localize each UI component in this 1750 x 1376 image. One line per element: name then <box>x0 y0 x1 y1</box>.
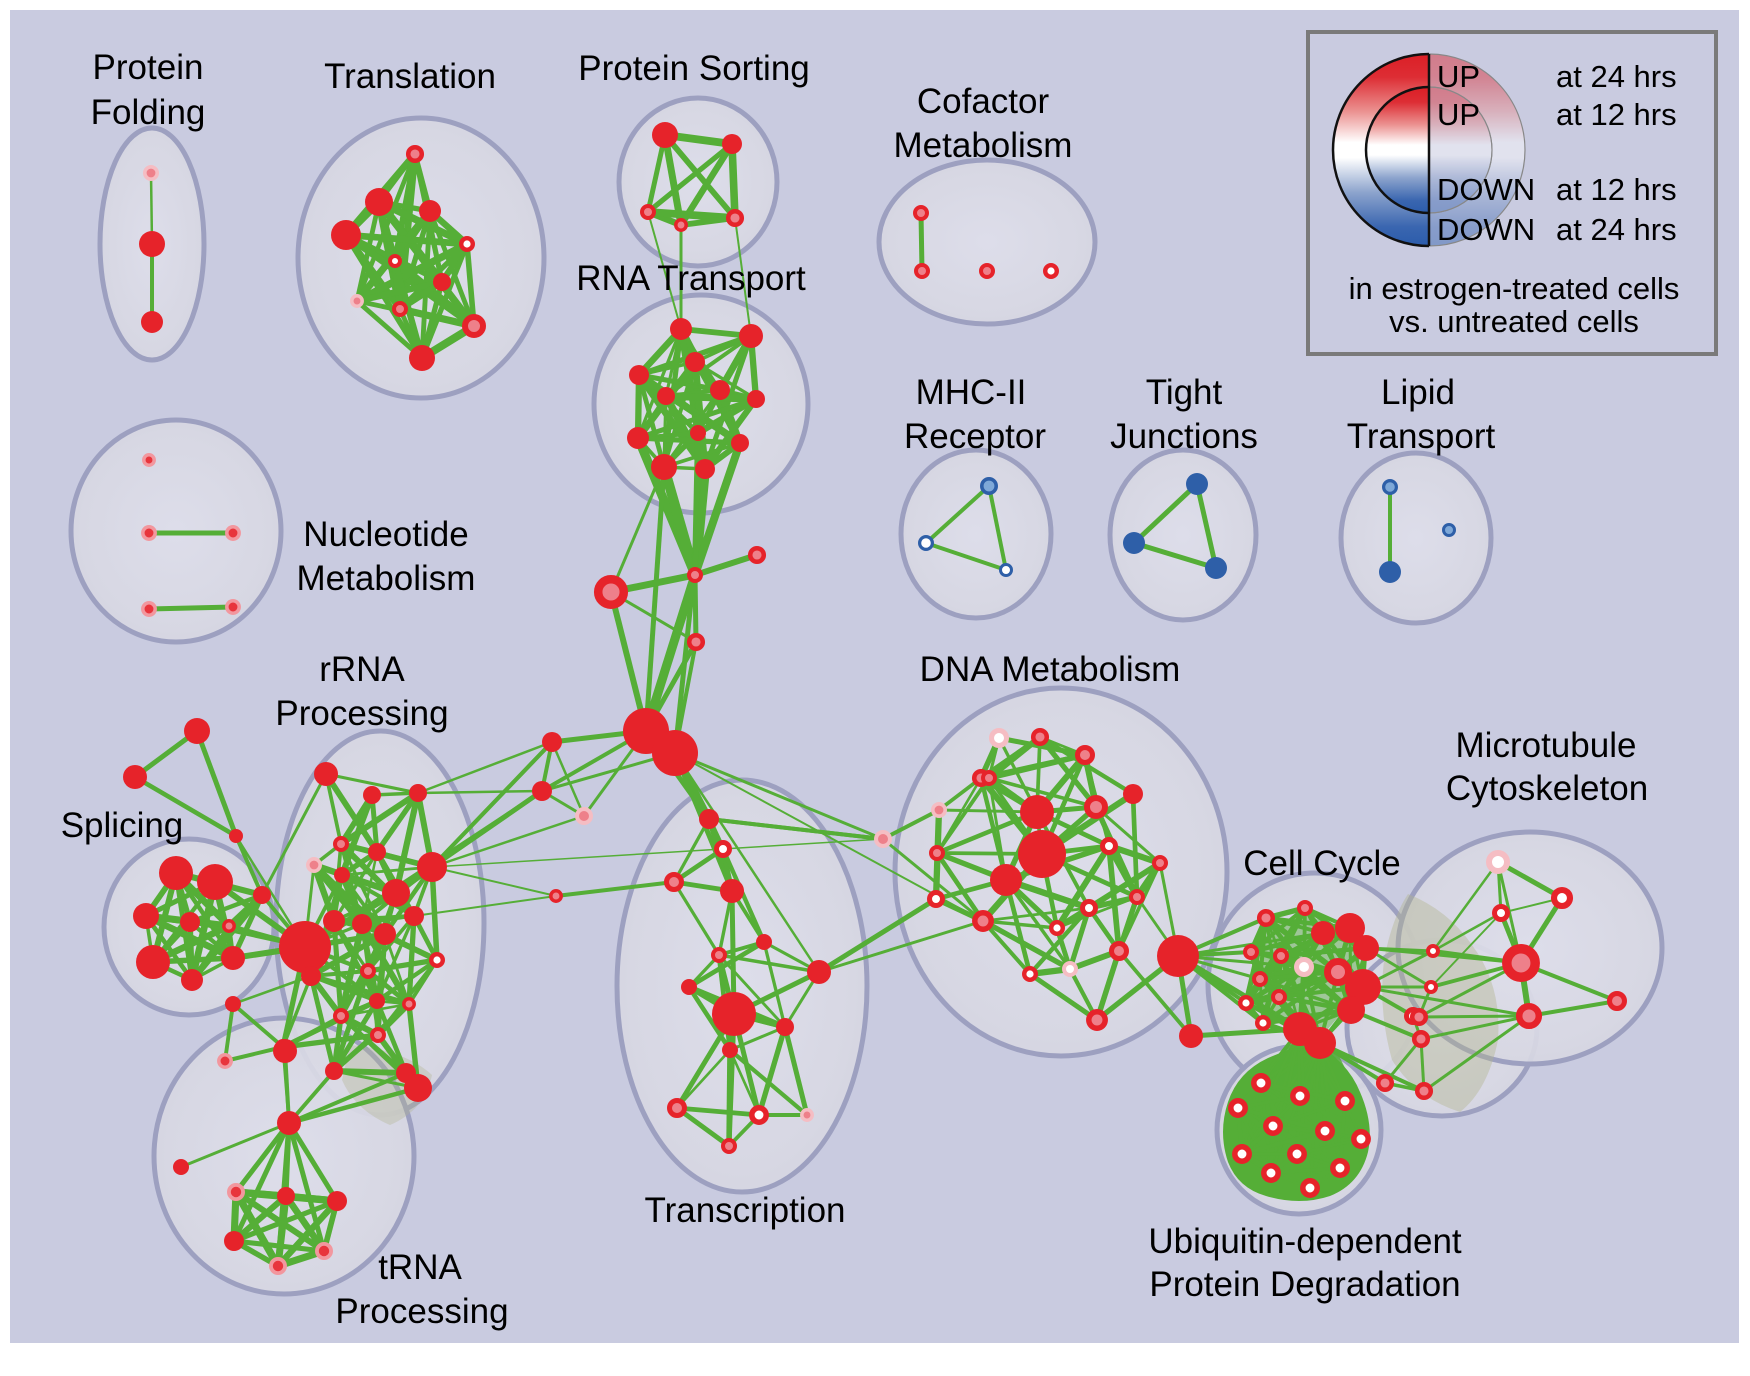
svg-text:tRNA: tRNA <box>378 1248 462 1287</box>
svg-text:Receptor: Receptor <box>904 417 1046 456</box>
svg-text:in estrogen-treated cells: in estrogen-treated cells <box>1349 271 1680 306</box>
svg-text:Ubiquitin-dependent: Ubiquitin-dependent <box>1148 1222 1462 1261</box>
svg-text:Splicing: Splicing <box>61 806 184 845</box>
svg-text:Metabolism: Metabolism <box>297 559 476 598</box>
svg-text:Lipid: Lipid <box>1381 373 1455 412</box>
svg-text:Protein: Protein <box>93 48 204 87</box>
svg-text:Translation: Translation <box>324 57 496 96</box>
svg-text:UP: UP <box>1437 59 1480 94</box>
svg-text:Protein Degradation: Protein Degradation <box>1149 1265 1460 1304</box>
svg-text:at 24 hrs: at 24 hrs <box>1556 59 1677 94</box>
svg-text:DNA Metabolism: DNA Metabolism <box>920 650 1181 689</box>
svg-text:Protein Sorting: Protein Sorting <box>578 49 810 88</box>
svg-text:DOWN: DOWN <box>1437 212 1535 247</box>
svg-text:Microtubule: Microtubule <box>1456 726 1637 765</box>
svg-text:Processing: Processing <box>275 694 448 733</box>
svg-text:vs. untreated cells: vs. untreated cells <box>1389 304 1639 339</box>
svg-text:RNA Transport: RNA Transport <box>576 259 806 298</box>
svg-text:Tight: Tight <box>1146 373 1223 412</box>
svg-text:Processing: Processing <box>335 1292 508 1331</box>
svg-text:UP: UP <box>1437 97 1480 132</box>
svg-text:Transport: Transport <box>1347 417 1496 456</box>
svg-text:Folding: Folding <box>91 93 206 132</box>
svg-text:DOWN: DOWN <box>1437 172 1535 207</box>
svg-text:at 24 hrs: at 24 hrs <box>1556 212 1677 247</box>
svg-text:at 12 hrs: at 12 hrs <box>1556 97 1677 132</box>
svg-text:Transcription: Transcription <box>645 1191 846 1230</box>
svg-text:Cofactor: Cofactor <box>917 82 1050 121</box>
svg-text:Junctions: Junctions <box>1110 417 1258 456</box>
svg-text:at 12 hrs: at 12 hrs <box>1556 172 1677 207</box>
svg-text:rRNA: rRNA <box>319 650 405 689</box>
svg-text:MHC-II: MHC-II <box>916 373 1027 412</box>
svg-text:Cell Cycle: Cell Cycle <box>1243 844 1401 883</box>
svg-text:Cytoskeleton: Cytoskeleton <box>1446 769 1648 808</box>
svg-text:Nucleotide: Nucleotide <box>303 515 468 554</box>
svg-text:Metabolism: Metabolism <box>894 126 1073 165</box>
